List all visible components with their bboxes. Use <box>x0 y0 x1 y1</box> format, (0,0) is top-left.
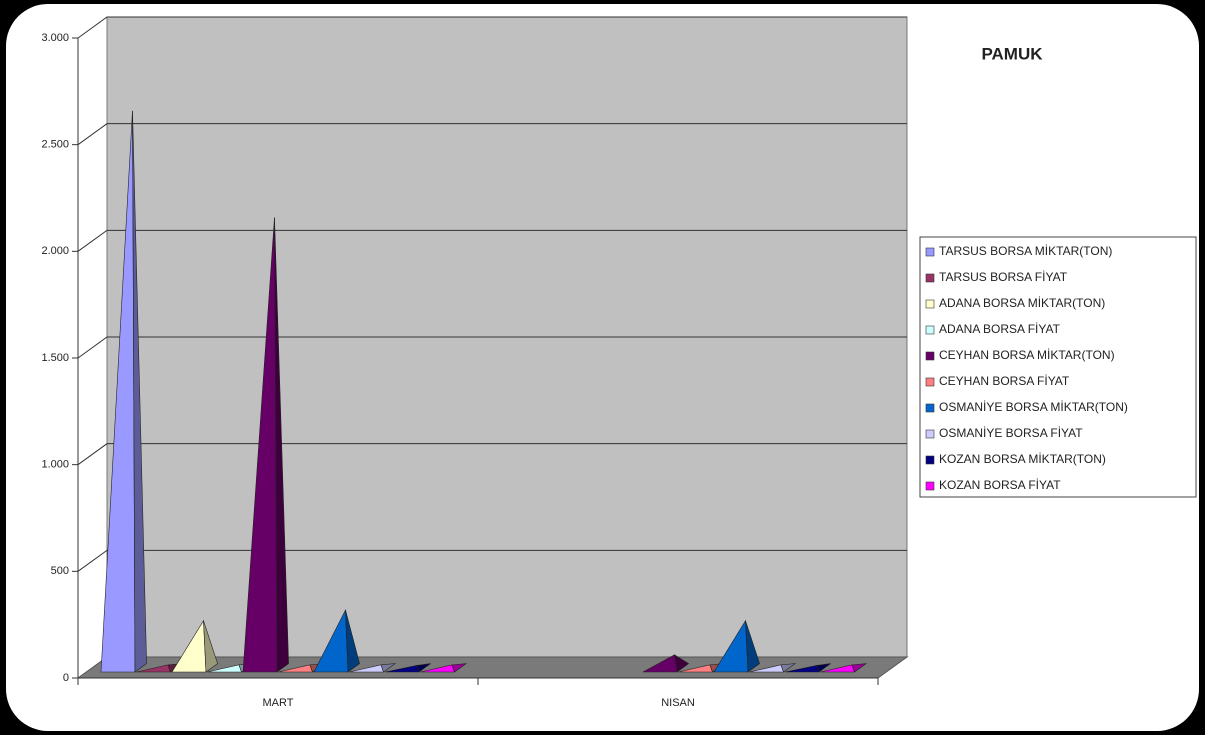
legend-swatch <box>925 273 935 283</box>
x-tick-label: MART <box>263 697 294 709</box>
y-tick-label: 2.500 <box>41 139 69 151</box>
legend-label: OSMANİYE BORSA FİYAT <box>939 426 1083 440</box>
legend-swatch <box>925 429 935 439</box>
pyramid-side <box>745 620 760 673</box>
legend-swatch <box>925 325 935 335</box>
pyramid-side <box>132 110 147 673</box>
y-tick-label: 2.000 <box>41 245 69 257</box>
pyramid-side <box>816 663 831 673</box>
legend-label: ADANA BORSA MİKTAR(TON) <box>939 296 1105 310</box>
pyramid-side <box>345 609 360 673</box>
y-tick-label: 1.500 <box>41 352 69 364</box>
grid-line <box>77 443 907 466</box>
pyramid-side <box>851 663 868 673</box>
legend-label: OSMANİYE BORSA MİKTAR(TON) <box>939 400 1128 414</box>
grid-line <box>77 549 907 572</box>
pyramid-side <box>780 663 797 673</box>
grid-line <box>77 229 907 252</box>
y-tick-label: 500 <box>51 565 69 577</box>
legend-swatch <box>925 351 935 361</box>
pyramid-side <box>380 663 397 673</box>
legend-swatch <box>925 481 935 491</box>
pyramid-side <box>416 663 431 673</box>
legend-swatch <box>925 455 935 465</box>
pyramid-side <box>451 663 468 673</box>
grid-line <box>77 123 907 146</box>
grid-line <box>77 16 907 39</box>
legend-label: KOZAN BORSA FİYAT <box>939 478 1061 492</box>
legend-label: KOZAN BORSA MİKTAR(TON) <box>939 452 1106 466</box>
legend-label: CEYHAN BORSA FİYAT <box>939 374 1070 388</box>
legend-label: TARSUS BORSA FİYAT <box>939 270 1068 284</box>
legend-label: ADANA BORSA FİYAT <box>939 322 1061 336</box>
x-tick-label: NISAN <box>661 697 695 709</box>
legend-label: TARSUS BORSA MİKTAR(TON) <box>939 244 1112 258</box>
legend-swatch <box>925 299 935 309</box>
y-tick-label: 0 <box>63 672 69 684</box>
y-tick-label: 1.000 <box>41 459 69 471</box>
pyramid-side <box>674 654 690 673</box>
chart-title: PAMUK <box>981 44 1043 63</box>
legend-swatch <box>925 377 935 387</box>
legend-box <box>919 236 1197 498</box>
y-tick-label: 3.000 <box>41 32 69 44</box>
grid-line <box>77 336 907 359</box>
legend-swatch <box>925 403 935 413</box>
pyramid-side <box>203 620 218 673</box>
legend-label: CEYHAN BORSA MİKTAR(TON) <box>939 348 1115 362</box>
pyramid-side <box>274 217 289 673</box>
legend-swatch <box>925 247 935 257</box>
